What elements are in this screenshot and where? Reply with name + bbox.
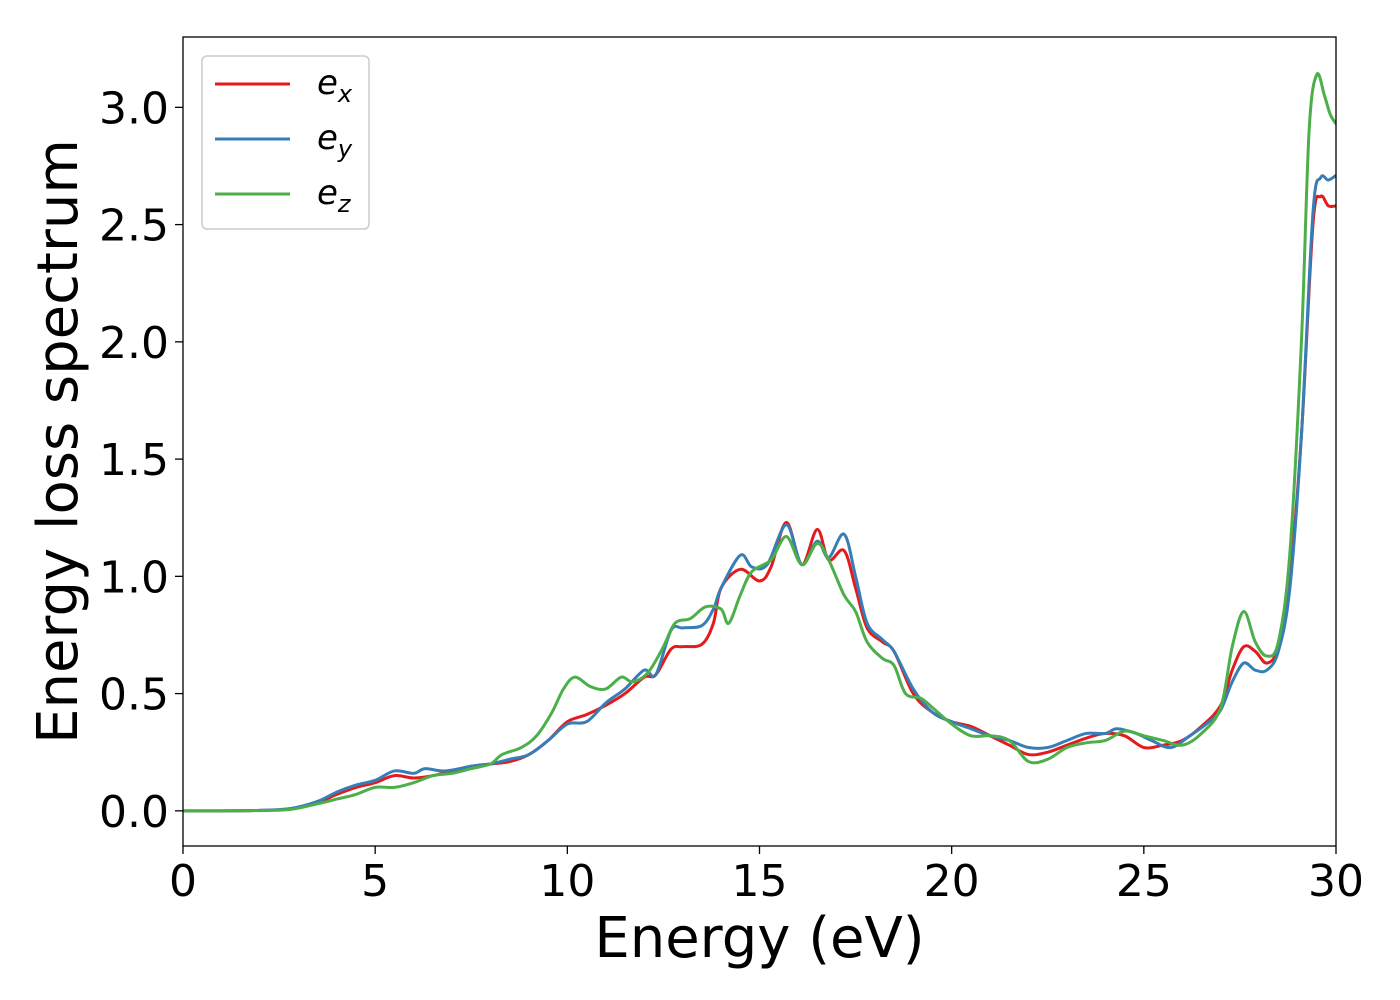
y-tick-label: 0.5 <box>99 670 169 721</box>
legend-box <box>201 55 370 230</box>
y-tick-label: 3.0 <box>99 83 169 134</box>
x-tick-label: 0 <box>169 856 197 907</box>
y-tick-label: 0.0 <box>99 787 169 838</box>
y-tick-label: 2.0 <box>99 318 169 369</box>
x-tick-label: 30 <box>1308 856 1364 907</box>
x-tick-label: 15 <box>732 856 788 907</box>
y-axis: 0.0 0.5 1.0 1.5 2.0 2.5 3.0 <box>99 83 183 838</box>
x-axis-label: Energy (eV) <box>594 906 924 971</box>
series-layer <box>183 71 1336 813</box>
x-tick-label: 20 <box>924 856 980 907</box>
y-axis-label: Energy loss spectrum <box>26 139 91 744</box>
series-line-z <box>183 71 1336 813</box>
y-tick-label: 1.5 <box>99 435 169 486</box>
y-tick-label: 2.5 <box>99 201 169 252</box>
x-tick-label: 25 <box>1116 856 1172 907</box>
x-axis: 0 5 10 15 20 25 30 <box>169 846 1364 907</box>
x-tick-label: 10 <box>539 856 595 907</box>
y-tick-label: 1.0 <box>99 552 169 603</box>
x-tick-label: 5 <box>361 856 389 907</box>
series-line-y <box>183 173 1336 813</box>
